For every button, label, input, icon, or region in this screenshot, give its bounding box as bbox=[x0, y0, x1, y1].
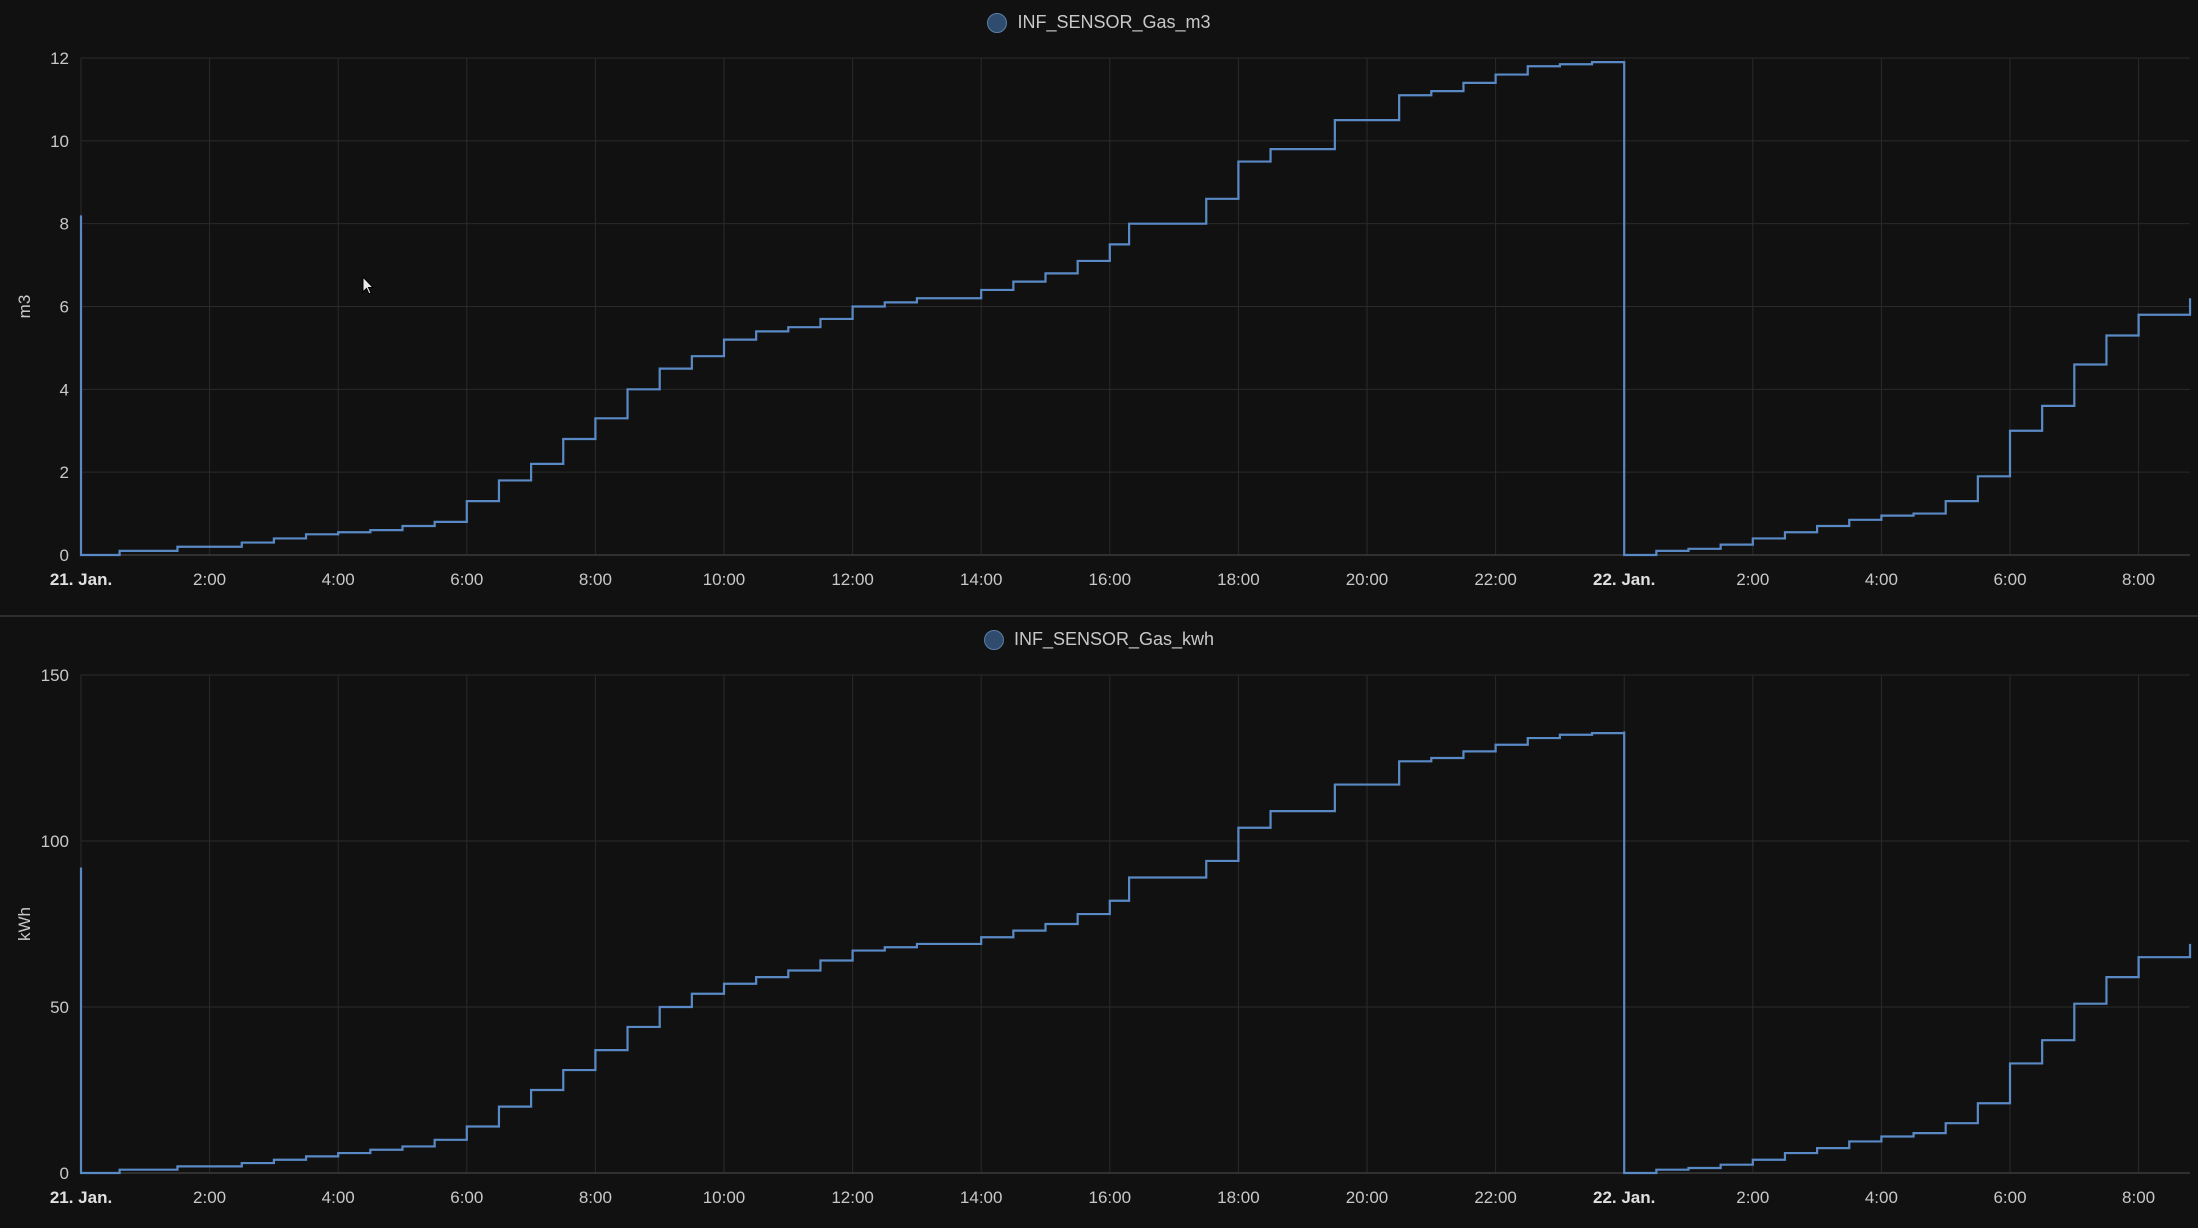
legend[interactable]: INF_SENSOR_Gas_kwh bbox=[0, 629, 2198, 650]
x-tick-label: 22. Jan. bbox=[1593, 1188, 1655, 1207]
x-tick-label: 16:00 bbox=[1089, 1188, 1132, 1207]
x-tick-label: 8:00 bbox=[579, 570, 612, 589]
y-tick-label: 12 bbox=[50, 49, 69, 68]
legend-marker[interactable] bbox=[983, 629, 1004, 650]
y-tick-label: 50 bbox=[50, 998, 69, 1017]
x-tick-label: 6:00 bbox=[1993, 570, 2026, 589]
chart-gas-kwh: 0 50 100 150 21. Jan. 2:00 4:00 6:00 8:00 10:00 12… bbox=[15, 666, 2192, 1207]
x-tick-label: 18:00 bbox=[1217, 1188, 1260, 1207]
x-tick-label: 8:00 bbox=[2122, 1188, 2155, 1207]
y-tick-label: 0 bbox=[60, 1164, 69, 1183]
x-tick-label: 16:00 bbox=[1089, 570, 1132, 589]
y-axis-label: kWh bbox=[15, 907, 34, 941]
y-tick-label: 6 bbox=[60, 298, 69, 317]
x-tick-label: 14:00 bbox=[960, 570, 1003, 589]
legend[interactable]: INF_SENSOR_Gas_m3 bbox=[0, 12, 2198, 33]
x-tick-label: 8:00 bbox=[579, 1188, 612, 1207]
legend-label[interactable]: INF_SENSOR_Gas_kwh bbox=[1013, 629, 1215, 649]
x-tick-label: 2:00 bbox=[193, 570, 226, 589]
x-tick-label: 6:00 bbox=[1993, 1188, 2026, 1207]
x-tick-label: 4:00 bbox=[322, 570, 355, 589]
y-tick-label: 2 bbox=[60, 463, 69, 482]
x-tick-label: 14:00 bbox=[960, 1188, 1003, 1207]
chart-gas-m3: 0 2 4 6 8 10 12 21. Jan. 2:00 4:00 6:00 8:00 10:00 12… bbox=[15, 49, 2192, 589]
x-tick-label: 10:00 bbox=[703, 570, 746, 589]
x-tick-label: 4:00 bbox=[1865, 1188, 1898, 1207]
series-line bbox=[79, 61, 2192, 557]
panel-divider bbox=[0, 615, 2198, 617]
x-tick-label: 22:00 bbox=[1474, 570, 1517, 589]
series-line bbox=[79, 731, 2192, 1175]
x-tick-label: 6:00 bbox=[450, 1188, 483, 1207]
y-tick-label: 0 bbox=[60, 546, 69, 565]
x-tick-label: 20:00 bbox=[1346, 570, 1389, 589]
legend-marker[interactable] bbox=[987, 12, 1008, 33]
mouse-cursor-icon bbox=[362, 276, 375, 295]
y-tick-label: 4 bbox=[60, 380, 69, 399]
x-tick-label: 4:00 bbox=[1865, 570, 1898, 589]
x-tick-label: 8:00 bbox=[2122, 570, 2155, 589]
x-tick-label: 22. Jan. bbox=[1593, 570, 1655, 589]
x-tick-label: 6:00 bbox=[450, 570, 483, 589]
y-tick-label: 10 bbox=[50, 132, 69, 151]
x-tick-label: 20:00 bbox=[1346, 1188, 1389, 1207]
x-tick-label: 22:00 bbox=[1474, 1188, 1517, 1207]
chart-panel-gas-kwh: INF_SENSOR_Gas_kwh 0 50 100 150 21. Jan. 2:00… bbox=[0, 617, 2198, 1228]
legend-label[interactable]: INF_SENSOR_Gas_m3 bbox=[1017, 12, 1211, 32]
x-tick-label: 21. Jan. bbox=[50, 570, 112, 589]
x-tick-label: 12:00 bbox=[831, 1188, 874, 1207]
x-tick-label: 4:00 bbox=[322, 1188, 355, 1207]
y-tick-label: 100 bbox=[41, 832, 69, 851]
y-tick-label: 150 bbox=[41, 666, 69, 685]
y-axis-label: m3 bbox=[15, 295, 34, 319]
x-tick-label: 2:00 bbox=[193, 1188, 226, 1207]
x-tick-label: 2:00 bbox=[1736, 1188, 1769, 1207]
x-tick-label: 10:00 bbox=[703, 1188, 746, 1207]
x-tick-label: 12:00 bbox=[831, 570, 874, 589]
x-tick-label: 18:00 bbox=[1217, 570, 1260, 589]
y-tick-label: 8 bbox=[60, 215, 69, 234]
chart-panel-gas-m3: INF_SENSOR_Gas_m3 0 2 4 6 8 10 12 21. Jan. 2:00 4… bbox=[0, 0, 2198, 612]
x-tick-label: 21. Jan. bbox=[50, 1188, 112, 1207]
x-tick-label: 2:00 bbox=[1736, 570, 1769, 589]
